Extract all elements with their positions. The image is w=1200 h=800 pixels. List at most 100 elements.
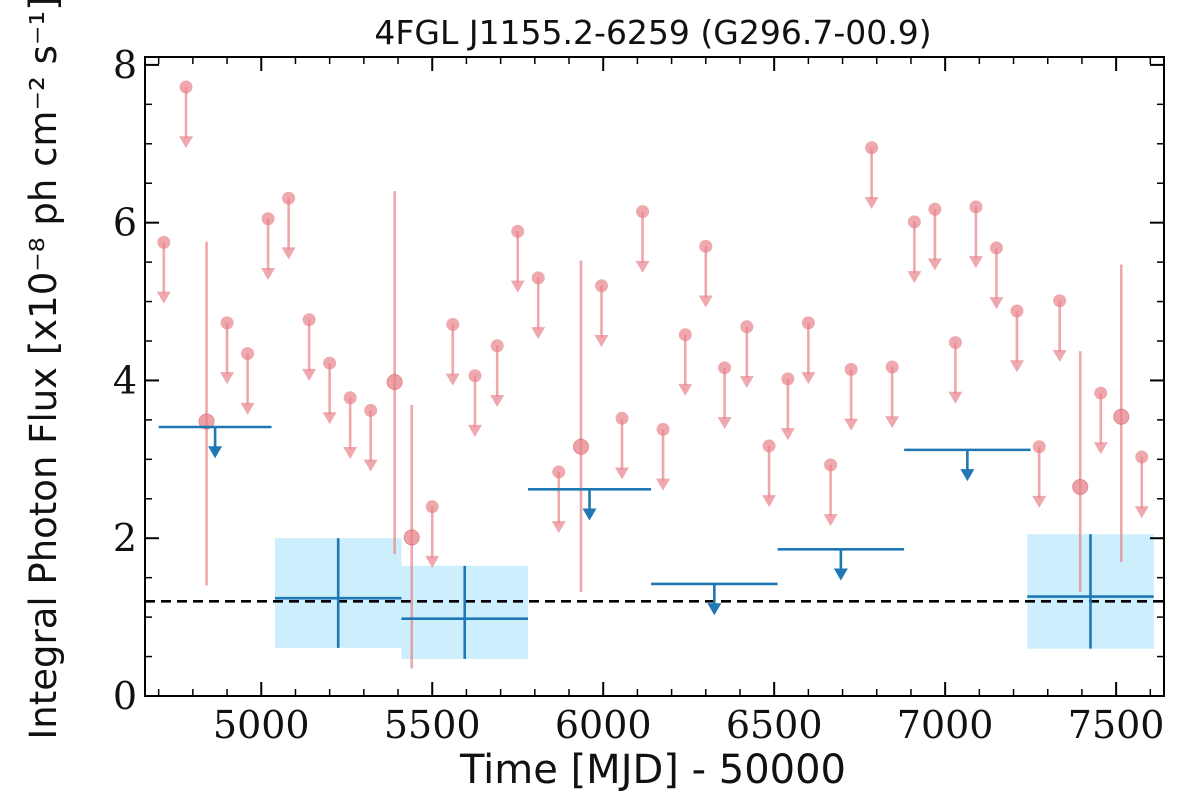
upper-limit-arrowhead [698, 295, 713, 308]
upper-limit-arrowhead [717, 417, 732, 430]
upper-limit-arrowhead [739, 376, 754, 389]
upper-limit-marker [969, 200, 983, 214]
upper-limit-arrowhead [179, 136, 194, 149]
upper-limit-marker [425, 500, 439, 514]
upper-limit-arrowhead [425, 555, 440, 568]
short-bin-upper-limit [531, 271, 546, 340]
upper-limit-marker [511, 224, 525, 238]
short-bin-upper-limit [823, 458, 838, 527]
x-tick-label: 7500 [1068, 703, 1165, 747]
upper-limit-arrowhead [968, 256, 983, 269]
upper-limit-marker [1010, 304, 1024, 318]
axes: 5000 5500 6000 6500 7000 7500 0 2 4 6 8 [113, 43, 1165, 747]
upper-limit-marker [699, 239, 713, 253]
upper-limit-marker [364, 403, 378, 417]
upper-limit-arrowhead [833, 568, 848, 581]
upper-limit-arrowhead [615, 467, 630, 480]
short-bin-upper-limit [467, 369, 482, 437]
short-bin-upper-limit [490, 339, 505, 407]
upper-limit-marker [781, 372, 795, 386]
short-bin-upper-limit [762, 439, 777, 508]
upper-limit-marker [678, 328, 692, 342]
long-bin-upper-limit [651, 582, 778, 616]
upper-limit-marker [446, 317, 460, 331]
upper-limit-marker [157, 235, 171, 249]
short-bin-upper-limit [615, 411, 630, 480]
upper-limit-arrowhead [510, 280, 525, 293]
upper-limit-marker [636, 205, 650, 219]
upper-limit-marker [302, 313, 316, 327]
short-bin-upper-limit [801, 316, 816, 385]
short-bin-upper-limit [864, 141, 879, 209]
long-bin-upper-limit [777, 547, 905, 581]
upper-limit-marker [844, 362, 858, 376]
upper-limit-marker [261, 212, 275, 226]
x-axis-label: Time [MJD] - 50000 [459, 747, 846, 793]
short-bin-upper-limit [261, 212, 276, 280]
upper-limit-arrowhead [363, 459, 378, 472]
detection-marker [403, 529, 420, 546]
upper-limit-arrowhead [656, 478, 671, 491]
upper-limit-marker [323, 356, 337, 370]
upper-limit-arrowhead [762, 495, 777, 508]
upper-limit-marker [656, 422, 670, 436]
upper-limit-arrowhead [678, 383, 693, 396]
short-bin-upper-limit [717, 361, 732, 430]
upper-limit-arrowhead [208, 446, 223, 459]
upper-limit-arrowhead [907, 271, 922, 284]
y-tick-label: 4 [113, 358, 137, 402]
upper-limit-marker [865, 141, 879, 155]
short-bin-upper-limit [425, 500, 440, 568]
short-bin-detection [1072, 351, 1089, 592]
upper-limit-marker [1094, 386, 1108, 400]
short-bin-upper-limit [948, 336, 963, 404]
upper-limit-arrowhead [343, 447, 358, 460]
detection-marker [1072, 478, 1089, 495]
upper-limit-arrowhead [467, 424, 482, 437]
upper-limit-arrowhead [594, 335, 609, 347]
x-tick-label: 5500 [384, 703, 481, 747]
upper-limit-marker [220, 316, 234, 330]
upper-limit-marker [1135, 450, 1149, 464]
upper-limit-arrowhead [844, 418, 859, 431]
short-bin-upper-limit [656, 422, 671, 491]
long-bin-upper-limit [158, 425, 272, 459]
short-bin-upper-limit [1134, 450, 1149, 519]
detection-marker [198, 413, 215, 430]
upper-limit-marker [615, 411, 629, 425]
long-bin-upper-limit [904, 448, 1031, 482]
upper-limit-arrowhead [823, 514, 838, 527]
short-bin-upper-limit [907, 215, 922, 284]
upper-limit-marker [1053, 294, 1067, 308]
short-bin-upper-limit [678, 328, 693, 396]
short-bin-upper-limit [179, 80, 194, 149]
plot-frame [144, 56, 1165, 697]
upper-limit-marker [179, 80, 193, 94]
upper-limit-arrowhead [707, 603, 722, 616]
upper-limit-marker [885, 360, 899, 374]
upper-limit-arrowhead [156, 291, 171, 304]
upper-limit-arrowhead [927, 258, 942, 271]
x-tick-label: 6500 [726, 703, 823, 747]
short-bin-upper-limit [302, 313, 317, 381]
upper-limit-marker [718, 361, 732, 375]
short-bin-upper-limit [1009, 304, 1024, 373]
upper-limit-marker [948, 336, 962, 350]
short-bin-upper-limit [510, 224, 525, 293]
detection-marker [1113, 408, 1130, 425]
short-bin-upper-limit [780, 372, 795, 441]
upper-limit-marker [594, 279, 608, 293]
y-tick-label: 8 [113, 43, 137, 87]
long-bin-detection [274, 538, 402, 648]
upper-limit-arrowhead [1134, 506, 1149, 519]
short-bin-upper-limit [594, 279, 609, 347]
long-bin-detection [401, 565, 528, 659]
upper-limit-marker [552, 465, 566, 479]
short-bin-upper-limit [989, 241, 1004, 310]
upper-limit-marker [907, 215, 921, 229]
x-tick-label: 5000 [213, 703, 310, 747]
upper-limit-arrowhead [885, 416, 900, 429]
upper-limit-marker [468, 369, 482, 383]
upper-limit-arrowhead [635, 260, 650, 273]
